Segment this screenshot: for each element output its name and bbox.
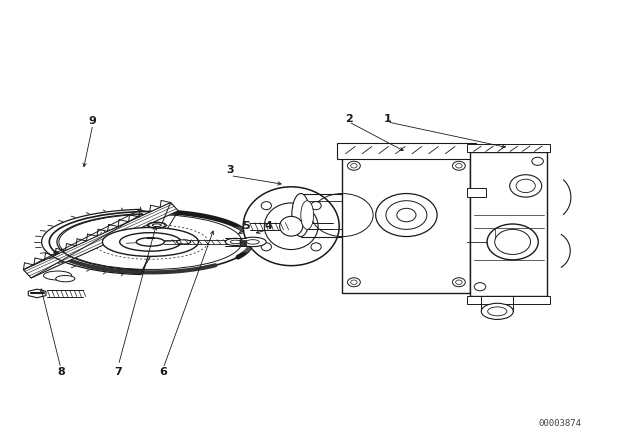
Ellipse shape: [261, 202, 271, 210]
Ellipse shape: [225, 238, 246, 246]
Polygon shape: [28, 289, 46, 298]
Text: 2: 2: [345, 114, 353, 124]
Ellipse shape: [152, 224, 161, 227]
Text: 1: 1: [383, 114, 391, 124]
Ellipse shape: [292, 194, 310, 237]
Ellipse shape: [311, 202, 321, 210]
Ellipse shape: [456, 280, 462, 284]
Ellipse shape: [487, 224, 538, 260]
Ellipse shape: [301, 201, 314, 229]
Ellipse shape: [49, 211, 252, 272]
Ellipse shape: [239, 237, 266, 246]
Ellipse shape: [230, 240, 241, 244]
Ellipse shape: [532, 157, 543, 165]
FancyBboxPatch shape: [342, 155, 470, 293]
Polygon shape: [337, 143, 476, 159]
Ellipse shape: [481, 303, 513, 319]
Text: 6: 6: [159, 367, 167, 377]
Ellipse shape: [376, 194, 437, 237]
Ellipse shape: [120, 233, 181, 251]
Ellipse shape: [474, 283, 486, 291]
Ellipse shape: [246, 240, 259, 244]
Polygon shape: [467, 296, 550, 304]
Ellipse shape: [348, 278, 360, 287]
Text: 8: 8: [57, 367, 65, 377]
Ellipse shape: [397, 208, 416, 222]
Polygon shape: [467, 144, 550, 152]
Ellipse shape: [495, 229, 531, 254]
Ellipse shape: [44, 271, 72, 280]
Ellipse shape: [456, 164, 462, 168]
Ellipse shape: [147, 222, 166, 228]
Ellipse shape: [311, 243, 321, 251]
Text: 00003874: 00003874: [538, 419, 582, 428]
Ellipse shape: [261, 243, 271, 251]
Ellipse shape: [148, 223, 165, 228]
Polygon shape: [236, 226, 253, 253]
Polygon shape: [467, 188, 486, 197]
Ellipse shape: [509, 175, 541, 197]
Text: 3: 3: [227, 165, 234, 175]
Ellipse shape: [177, 240, 191, 244]
Text: 9: 9: [89, 116, 97, 126]
Ellipse shape: [351, 280, 357, 284]
Ellipse shape: [102, 228, 198, 256]
Ellipse shape: [136, 238, 164, 246]
Text: 5: 5: [243, 221, 250, 231]
Ellipse shape: [516, 179, 535, 193]
Ellipse shape: [264, 203, 318, 250]
Ellipse shape: [243, 187, 339, 266]
Ellipse shape: [452, 278, 465, 287]
Ellipse shape: [386, 201, 427, 229]
Ellipse shape: [348, 161, 360, 170]
Ellipse shape: [488, 307, 507, 316]
Text: 4: 4: [265, 221, 273, 231]
Ellipse shape: [56, 276, 75, 282]
Ellipse shape: [351, 164, 357, 168]
Ellipse shape: [452, 161, 465, 170]
Polygon shape: [24, 202, 179, 278]
Ellipse shape: [280, 216, 303, 236]
FancyBboxPatch shape: [470, 152, 547, 296]
Text: 7: 7: [115, 367, 122, 377]
Polygon shape: [240, 240, 246, 246]
